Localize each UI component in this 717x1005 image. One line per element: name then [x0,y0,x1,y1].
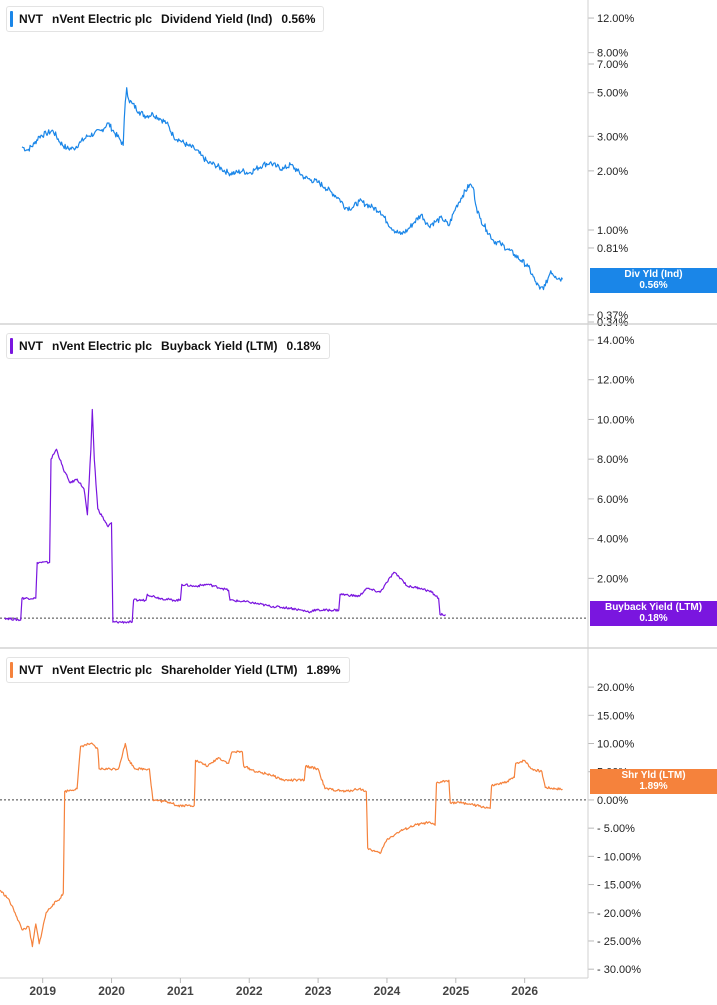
legend-value: 0.18% [286,339,321,353]
y-tick-label: 5.00% [597,88,628,100]
tag-label: Div Yld (Ind) [624,269,683,280]
dividend-yield-series-line [21,87,564,291]
series-color-swatch [10,338,13,354]
y-tick-label: 14.00% [597,335,635,347]
y-tick-label: 6.00% [597,494,628,506]
tag-label: Buyback Yield (LTM) [604,602,703,613]
y-tick-label: 10.00% [597,739,635,751]
y-tick-label: 0.00% [597,795,628,807]
shareholder-yield-panel: 20.00%15.00%10.00%5.00%0.00%- 5.00%- 10.… [0,682,641,976]
buyback-yield-panel: 14.00% 12.00% 10.00% 8.00% 6.00% 4.00% 2.00% [0,335,717,649]
y-tick-label: 2.00% [597,166,628,178]
series-color-swatch [10,11,13,27]
y-tick-label: 8.00% [597,48,628,60]
legend-metric: Dividend Yield (Ind) [161,12,273,26]
legend-metric: Shareholder Yield (LTM) [161,663,298,677]
y-tick-label: 15.00% [597,710,635,722]
x-tick-label: 2023 [305,984,332,998]
series-color-swatch [10,662,13,678]
y-tick-label: 1.00% [597,225,628,237]
y-tick-label: 20.00% [597,682,635,694]
y-tick-label: 0.37% [597,310,628,322]
y-tick-label: 3.00% [597,131,628,143]
legend-company: nVent Electric plc [52,339,153,353]
tag-label: Shr Yld (LTM) [621,770,686,781]
tag-value: 0.56% [639,280,668,291]
x-tick-label: 2024 [374,984,401,998]
y-tick-label: 2.00% [597,573,628,585]
y-tick-label: - 30.00% [597,964,641,976]
x-tick-label: 2022 [236,984,263,998]
x-tick-label: 2020 [98,984,125,998]
legend-shareholder-yield: NVT nVent Electric plc Shareholder Yield… [6,657,350,683]
y-tick-label: - 10.00% [597,851,641,863]
y-tick-label: 7.00% [597,59,628,71]
legend-dividend-yield: NVT nVent Electric plc Dividend Yield (I… [6,6,325,32]
y-tick-label: 0.34% [597,317,628,329]
legend-metric: Buyback Yield (LTM) [161,339,278,353]
y-tick-label: 4.00% [597,534,628,546]
dividend-yield-panel: 12.00% 8.00%7.00% 5.00% 3.00% 2.00% 1.00% 0.81… [0,13,717,329]
buyback-yield-value-tag: Buyback Yield (LTM) 0.18% [590,601,717,626]
tag-value: 1.89% [639,781,668,792]
legend-ticker: NVT [19,663,43,677]
y-tick-label: - 25.00% [597,936,641,948]
y-tick-label: 12.00% [597,375,635,387]
legend-company: nVent Electric plc [52,12,153,26]
legend-buyback-yield: NVT nVent Electric plc Buyback Yield (LT… [6,333,330,359]
x-tick-label: 2025 [442,984,469,998]
dividend-yield-value-tag: Div Yld (Ind) 0.56% [590,268,717,293]
legend-ticker: NVT [19,339,43,353]
y-tick-label: 10.00% [597,414,635,426]
x-tick-label: 2026 [511,984,538,998]
legend-value: 0.56% [281,12,316,26]
y-tick-label: - 5.00% [597,823,635,835]
legend-ticker: NVT [19,12,43,26]
shareholder-yield-value-tag: Shr Yld (LTM) 1.89% [590,769,717,794]
legend-value: 1.89% [306,663,341,677]
y-tick-label: - 20.00% [597,908,641,920]
y-tick-label: 8.00% [597,454,628,466]
legend-company: nVent Electric plc [52,663,153,677]
tag-value: 0.18% [639,613,668,624]
shareholder-yield-series-line [0,742,563,948]
buyback-yield-series-line [4,408,446,624]
y-tick-label: - 15.00% [597,880,641,892]
y-tick-label: 12.00% [597,13,635,25]
x-tick-label: 2021 [167,984,194,998]
y-tick-label: 0.81% [597,243,628,255]
x-tick-label: 2019 [29,984,56,998]
x-axis: 2019 2020 2021 2022 2023 2024 2025 2026 [0,977,588,998]
